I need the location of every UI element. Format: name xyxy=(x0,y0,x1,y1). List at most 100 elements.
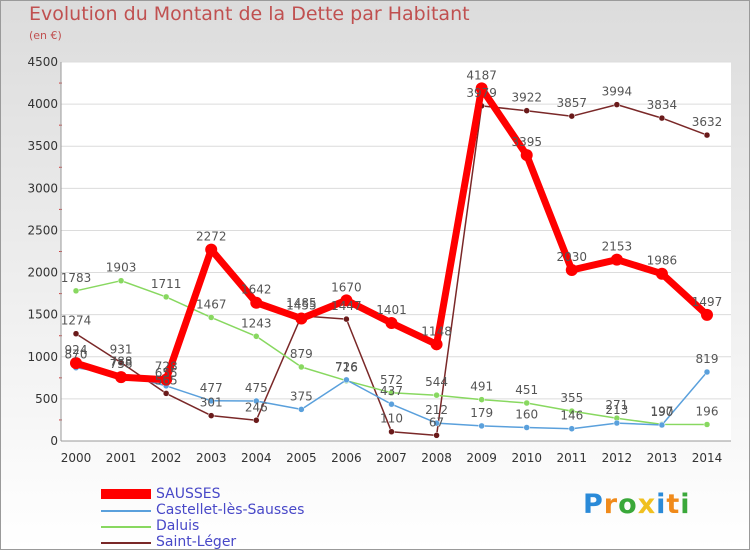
data-point xyxy=(613,419,621,427)
legend-label-saint-leger: Saint-Léger xyxy=(156,534,237,550)
chart-subtitle: (en €) xyxy=(29,29,62,42)
logo-letter: o xyxy=(618,489,638,520)
data-point xyxy=(160,373,173,386)
data-point xyxy=(388,389,395,397)
data-label: 246 xyxy=(245,400,268,414)
data-point xyxy=(703,131,711,139)
data-point xyxy=(298,406,305,413)
data-label: 110 xyxy=(380,412,403,426)
data-point xyxy=(658,114,666,122)
x-tick-label: 2008 xyxy=(421,451,452,465)
data-point xyxy=(117,277,125,284)
x-tick-label: 2003 xyxy=(196,451,227,465)
data-point xyxy=(207,314,215,321)
data-point xyxy=(478,396,485,403)
x-tick-label: 2000 xyxy=(61,451,92,465)
data-point xyxy=(658,421,666,429)
y-tick-label: 4000 xyxy=(27,97,58,111)
data-point xyxy=(385,317,398,330)
logo-letter: r xyxy=(603,489,619,520)
data-point xyxy=(568,425,576,432)
data-label: 1274 xyxy=(61,314,92,328)
y-tick-label: 1000 xyxy=(27,350,58,364)
data-point xyxy=(72,330,80,337)
data-label: 1401 xyxy=(376,303,407,317)
data-label: 1783 xyxy=(61,271,92,285)
data-label: 1148 xyxy=(421,324,452,338)
data-point xyxy=(475,82,488,95)
data-point xyxy=(72,287,80,295)
data-label: 758 xyxy=(110,357,133,371)
data-point xyxy=(523,107,530,114)
data-label: 788 xyxy=(110,355,133,369)
y-tick-label: 2000 xyxy=(27,266,58,280)
logo-letter: i xyxy=(680,489,691,520)
x-tick-label: 2010 xyxy=(511,451,542,465)
data-label: 3395 xyxy=(511,135,542,149)
legend-label-daluis: Daluis xyxy=(156,518,200,534)
data-label: 190 xyxy=(650,405,673,419)
data-point xyxy=(388,400,395,408)
data-point xyxy=(655,267,668,280)
logo-letter: t xyxy=(666,489,681,520)
data-label: 879 xyxy=(290,347,313,361)
x-tick-label: 2002 xyxy=(151,451,182,465)
proxiti-logo: Proxiti xyxy=(583,489,691,520)
data-label: 1670 xyxy=(331,280,362,294)
data-point xyxy=(568,112,576,120)
data-label: 1485 xyxy=(286,296,317,310)
data-label: 475 xyxy=(245,381,268,395)
data-label: 565 xyxy=(155,373,178,387)
y-tick-label: 3500 xyxy=(27,139,58,153)
data-point xyxy=(298,363,305,371)
data-point xyxy=(295,312,308,325)
data-label: 375 xyxy=(290,389,313,403)
data-label: 160 xyxy=(515,408,538,422)
data-label: 3994 xyxy=(602,85,633,99)
x-tick-label: 2006 xyxy=(331,451,362,465)
data-point xyxy=(610,253,623,266)
legend-label-sausses: SAUSSES xyxy=(156,486,221,502)
x-tick-label: 2013 xyxy=(647,451,678,465)
data-label: 716 xyxy=(335,361,358,375)
data-point xyxy=(478,422,485,430)
data-label: 1447 xyxy=(331,299,362,313)
data-label: 544 xyxy=(425,375,448,389)
data-point xyxy=(253,417,260,424)
data-label: 2272 xyxy=(196,230,227,244)
y-tick-label: 1500 xyxy=(27,308,58,322)
data-label: 2030 xyxy=(557,250,588,264)
plot-area xyxy=(61,62,731,441)
data-point xyxy=(162,293,170,301)
data-label: 1497 xyxy=(692,295,723,309)
data-label: 179 xyxy=(470,406,493,420)
x-tick-label: 2009 xyxy=(466,451,497,465)
legend-swatch-castellet xyxy=(101,510,151,512)
data-label: 212 xyxy=(425,403,448,417)
data-label: 213 xyxy=(605,403,628,417)
logo-letter: i xyxy=(656,489,667,520)
y-tick-label: 500 xyxy=(35,392,58,406)
data-point xyxy=(207,412,215,419)
data-label: 355 xyxy=(560,391,583,405)
data-label: 1711 xyxy=(151,277,182,291)
data-label: 146 xyxy=(560,409,583,423)
data-point xyxy=(205,243,218,256)
data-label: 1455 xyxy=(286,298,317,312)
legend-swatch-saint-leger xyxy=(101,542,151,544)
data-point xyxy=(523,399,530,407)
data-point xyxy=(433,391,440,399)
legend-label-castellet: Castellet-lès-Sausses xyxy=(156,502,305,518)
legend-swatch-daluis xyxy=(101,526,151,528)
data-label: 1243 xyxy=(241,316,272,330)
data-label: 3857 xyxy=(557,96,588,110)
data-point xyxy=(568,407,576,415)
data-label: 196 xyxy=(696,404,719,418)
data-label: 67 xyxy=(429,415,444,429)
data-label: 3632 xyxy=(692,115,723,129)
data-label: 4187 xyxy=(466,68,497,82)
x-tick-label: 2012 xyxy=(602,451,633,465)
data-point xyxy=(253,333,260,340)
data-label: 271 xyxy=(605,398,628,412)
x-tick-label: 2007 xyxy=(376,451,407,465)
